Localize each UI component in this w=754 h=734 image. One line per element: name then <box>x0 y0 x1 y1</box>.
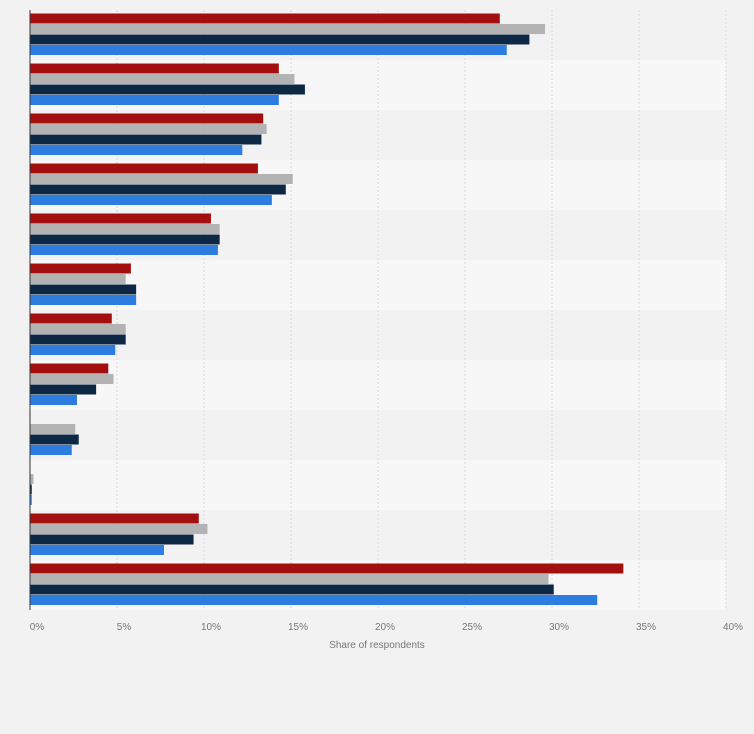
bars <box>30 13 624 605</box>
bar-cat4-series3 <box>30 184 286 195</box>
x-tick-label-10%: 10% <box>201 622 221 633</box>
category-band-8 <box>30 360 726 410</box>
bar-cat10-series2 <box>30 474 34 484</box>
bar-cat1-series1 <box>30 13 500 24</box>
bar-cat3-series4 <box>30 145 243 155</box>
bar-cat5-series2 <box>30 224 220 234</box>
bar-cat2-series4 <box>30 95 279 105</box>
bar-cat8-series4 <box>30 395 77 405</box>
bar-cat2-series1 <box>30 63 279 74</box>
bar-cat12-series4 <box>30 595 598 605</box>
bar-cat12-series3 <box>30 584 554 595</box>
bar-cat3-series2 <box>30 124 267 134</box>
bar-cat3-series3 <box>30 134 262 145</box>
category-band-6 <box>30 260 726 310</box>
bar-cat9-series4 <box>30 445 72 455</box>
bar-cat10-series3 <box>30 484 32 495</box>
bar-cat4-series4 <box>30 195 272 205</box>
bar-cat1-series3 <box>30 34 530 45</box>
bar-cat11-series1 <box>30 513 199 524</box>
bar-cat2-series3 <box>30 84 305 95</box>
bar-cat4-series1 <box>30 163 258 174</box>
bar-cat6-series2 <box>30 274 126 284</box>
bar-cat12-series1 <box>30 563 624 574</box>
bar-cat2-series2 <box>30 74 295 84</box>
x-tick-labels: 0% 5% 10% 15% 20% 25% 30% 35% 40% <box>30 622 743 633</box>
bar-cat8-series1 <box>30 363 109 374</box>
bar-cat7-series4 <box>30 345 116 355</box>
gridlines <box>116 10 727 610</box>
bar-cat5-series3 <box>30 234 220 245</box>
bar-cat7-series1 <box>30 313 112 324</box>
bar-cat3-series1 <box>30 113 264 124</box>
bar-cat5-series4 <box>30 245 218 255</box>
bar-cat11-series3 <box>30 534 194 545</box>
bar-cat11-series2 <box>30 524 208 534</box>
x-tick-label-0%: 0% <box>30 622 45 633</box>
bar-cat9-series2 <box>30 424 76 434</box>
bar-cat4-series2 <box>30 174 293 184</box>
x-tick-label-15%: 15% <box>288 622 308 633</box>
x-tick-label-20%: 20% <box>375 622 395 633</box>
bar-cat7-series2 <box>30 324 126 334</box>
bar-cat8-series2 <box>30 374 114 384</box>
bar-cat6-series3 <box>30 284 137 295</box>
bar-cat5-series1 <box>30 213 211 224</box>
bar-cat9-series3 <box>30 434 79 445</box>
x-tick-label-5%: 5% <box>117 622 132 633</box>
bar-cat7-series3 <box>30 334 126 345</box>
x-tick-label-25%: 25% <box>462 622 482 633</box>
bar-cat6-series4 <box>30 295 137 305</box>
bar-cat8-series3 <box>30 384 97 395</box>
bar-cat10-series4 <box>30 495 32 505</box>
bar-cat11-series4 <box>30 545 164 555</box>
x-tick-label-40%: 40% <box>723 622 743 633</box>
x-axis-title: Share of respondents <box>329 640 425 651</box>
bar-cat1-series4 <box>30 45 507 55</box>
x-tick-label-35%: 35% <box>636 622 656 633</box>
x-tick-label-30%: 30% <box>549 622 569 633</box>
bar-cat1-series2 <box>30 24 546 34</box>
category-band-10 <box>30 460 726 510</box>
bar-cat12-series2 <box>30 574 549 584</box>
bar-cat6-series1 <box>30 263 131 274</box>
